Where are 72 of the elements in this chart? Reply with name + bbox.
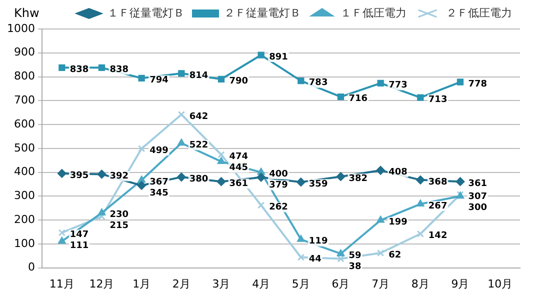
legend-label: ２Ｆ低圧電力	[446, 6, 512, 20]
data-label: 361	[468, 178, 488, 189]
data-label: 838	[70, 65, 89, 76]
y-tick-label: 300	[14, 189, 35, 202]
x-tick-label: 7月	[372, 277, 390, 290]
data-label: 368	[428, 177, 448, 188]
x-tick-label: 8月	[411, 277, 430, 290]
data-label: 199	[388, 218, 408, 228]
data-label: 445	[229, 162, 248, 173]
data-label: 891	[269, 52, 288, 62]
data-label: 778	[468, 79, 488, 90]
data-label: 713	[428, 94, 448, 105]
data-label: 522	[189, 140, 208, 150]
data-label: 716	[348, 94, 368, 104]
data-label: 262	[269, 202, 288, 213]
data-label: 230	[110, 210, 129, 220]
data-label: 59	[348, 251, 362, 262]
data-label: 345	[150, 188, 168, 199]
y-tick-label: 900	[14, 46, 35, 59]
data-label: 400	[269, 170, 288, 180]
x-tick-label: 4月	[252, 277, 270, 290]
y-axis-title: Khw	[14, 6, 40, 20]
data-label: 142	[428, 231, 448, 242]
x-tick-label: 6月	[332, 277, 350, 290]
data-label: 300	[468, 202, 488, 213]
x-tick-label: 1月	[132, 277, 151, 290]
data-label: 44	[308, 254, 322, 265]
y-tick-label: 1000	[6, 22, 35, 35]
data-label: 147	[70, 230, 89, 240]
x-tick-label: 5月	[292, 277, 310, 290]
y-tick-label: 0	[28, 260, 35, 274]
data-label: 307	[468, 192, 488, 202]
x-tick-label: 9月	[451, 277, 470, 290]
y-tick-label: 500	[14, 141, 35, 154]
data-label: 215	[110, 221, 129, 232]
data-label: 267	[428, 201, 448, 212]
data-label: 361	[229, 178, 248, 189]
data-label: 814	[189, 70, 208, 81]
data-label: 62	[388, 250, 402, 260]
legend-label: １Ｆ低圧電力	[340, 6, 406, 20]
data-label: 783	[308, 78, 328, 88]
data-label: 119	[308, 236, 328, 247]
y-tick-label: 600	[14, 117, 35, 130]
x-tick-label: 2月	[172, 277, 190, 290]
data-label: 474	[229, 152, 248, 162]
data-label: 382	[348, 174, 368, 184]
y-tick-label: 100	[14, 236, 35, 250]
y-tick-label: 700	[14, 94, 35, 106]
x-tick-label: 3月	[212, 277, 230, 290]
data-label: 379	[269, 180, 288, 191]
data-label: 838	[110, 65, 129, 76]
data-label: 499	[150, 146, 168, 156]
data-label: 642	[189, 112, 208, 122]
legend-label: ２Ｆ従量電灯Ｂ	[224, 6, 301, 20]
data-label: 408	[388, 168, 408, 178]
x-tick-label: 12月	[89, 277, 114, 290]
data-label: 773	[388, 80, 408, 91]
data-label: 38	[348, 262, 362, 272]
data-label: 111	[70, 241, 89, 252]
y-tick-label: 400	[14, 165, 35, 178]
data-label: 367	[150, 178, 168, 188]
y-tick-label: 800	[14, 70, 35, 83]
data-label: 359	[308, 179, 328, 190]
data-label: 380	[189, 174, 208, 184]
legend-label: １Ｆ従量電灯Ｂ	[108, 6, 184, 20]
x-tick-label: 11月	[49, 277, 74, 290]
data-label: 392	[110, 172, 129, 182]
x-tick-label: 10月	[488, 277, 513, 290]
data-label: 794	[150, 76, 168, 86]
y-tick-label: 200	[14, 212, 35, 226]
data-label: 395	[70, 170, 89, 181]
data-label: 790	[229, 76, 248, 86]
